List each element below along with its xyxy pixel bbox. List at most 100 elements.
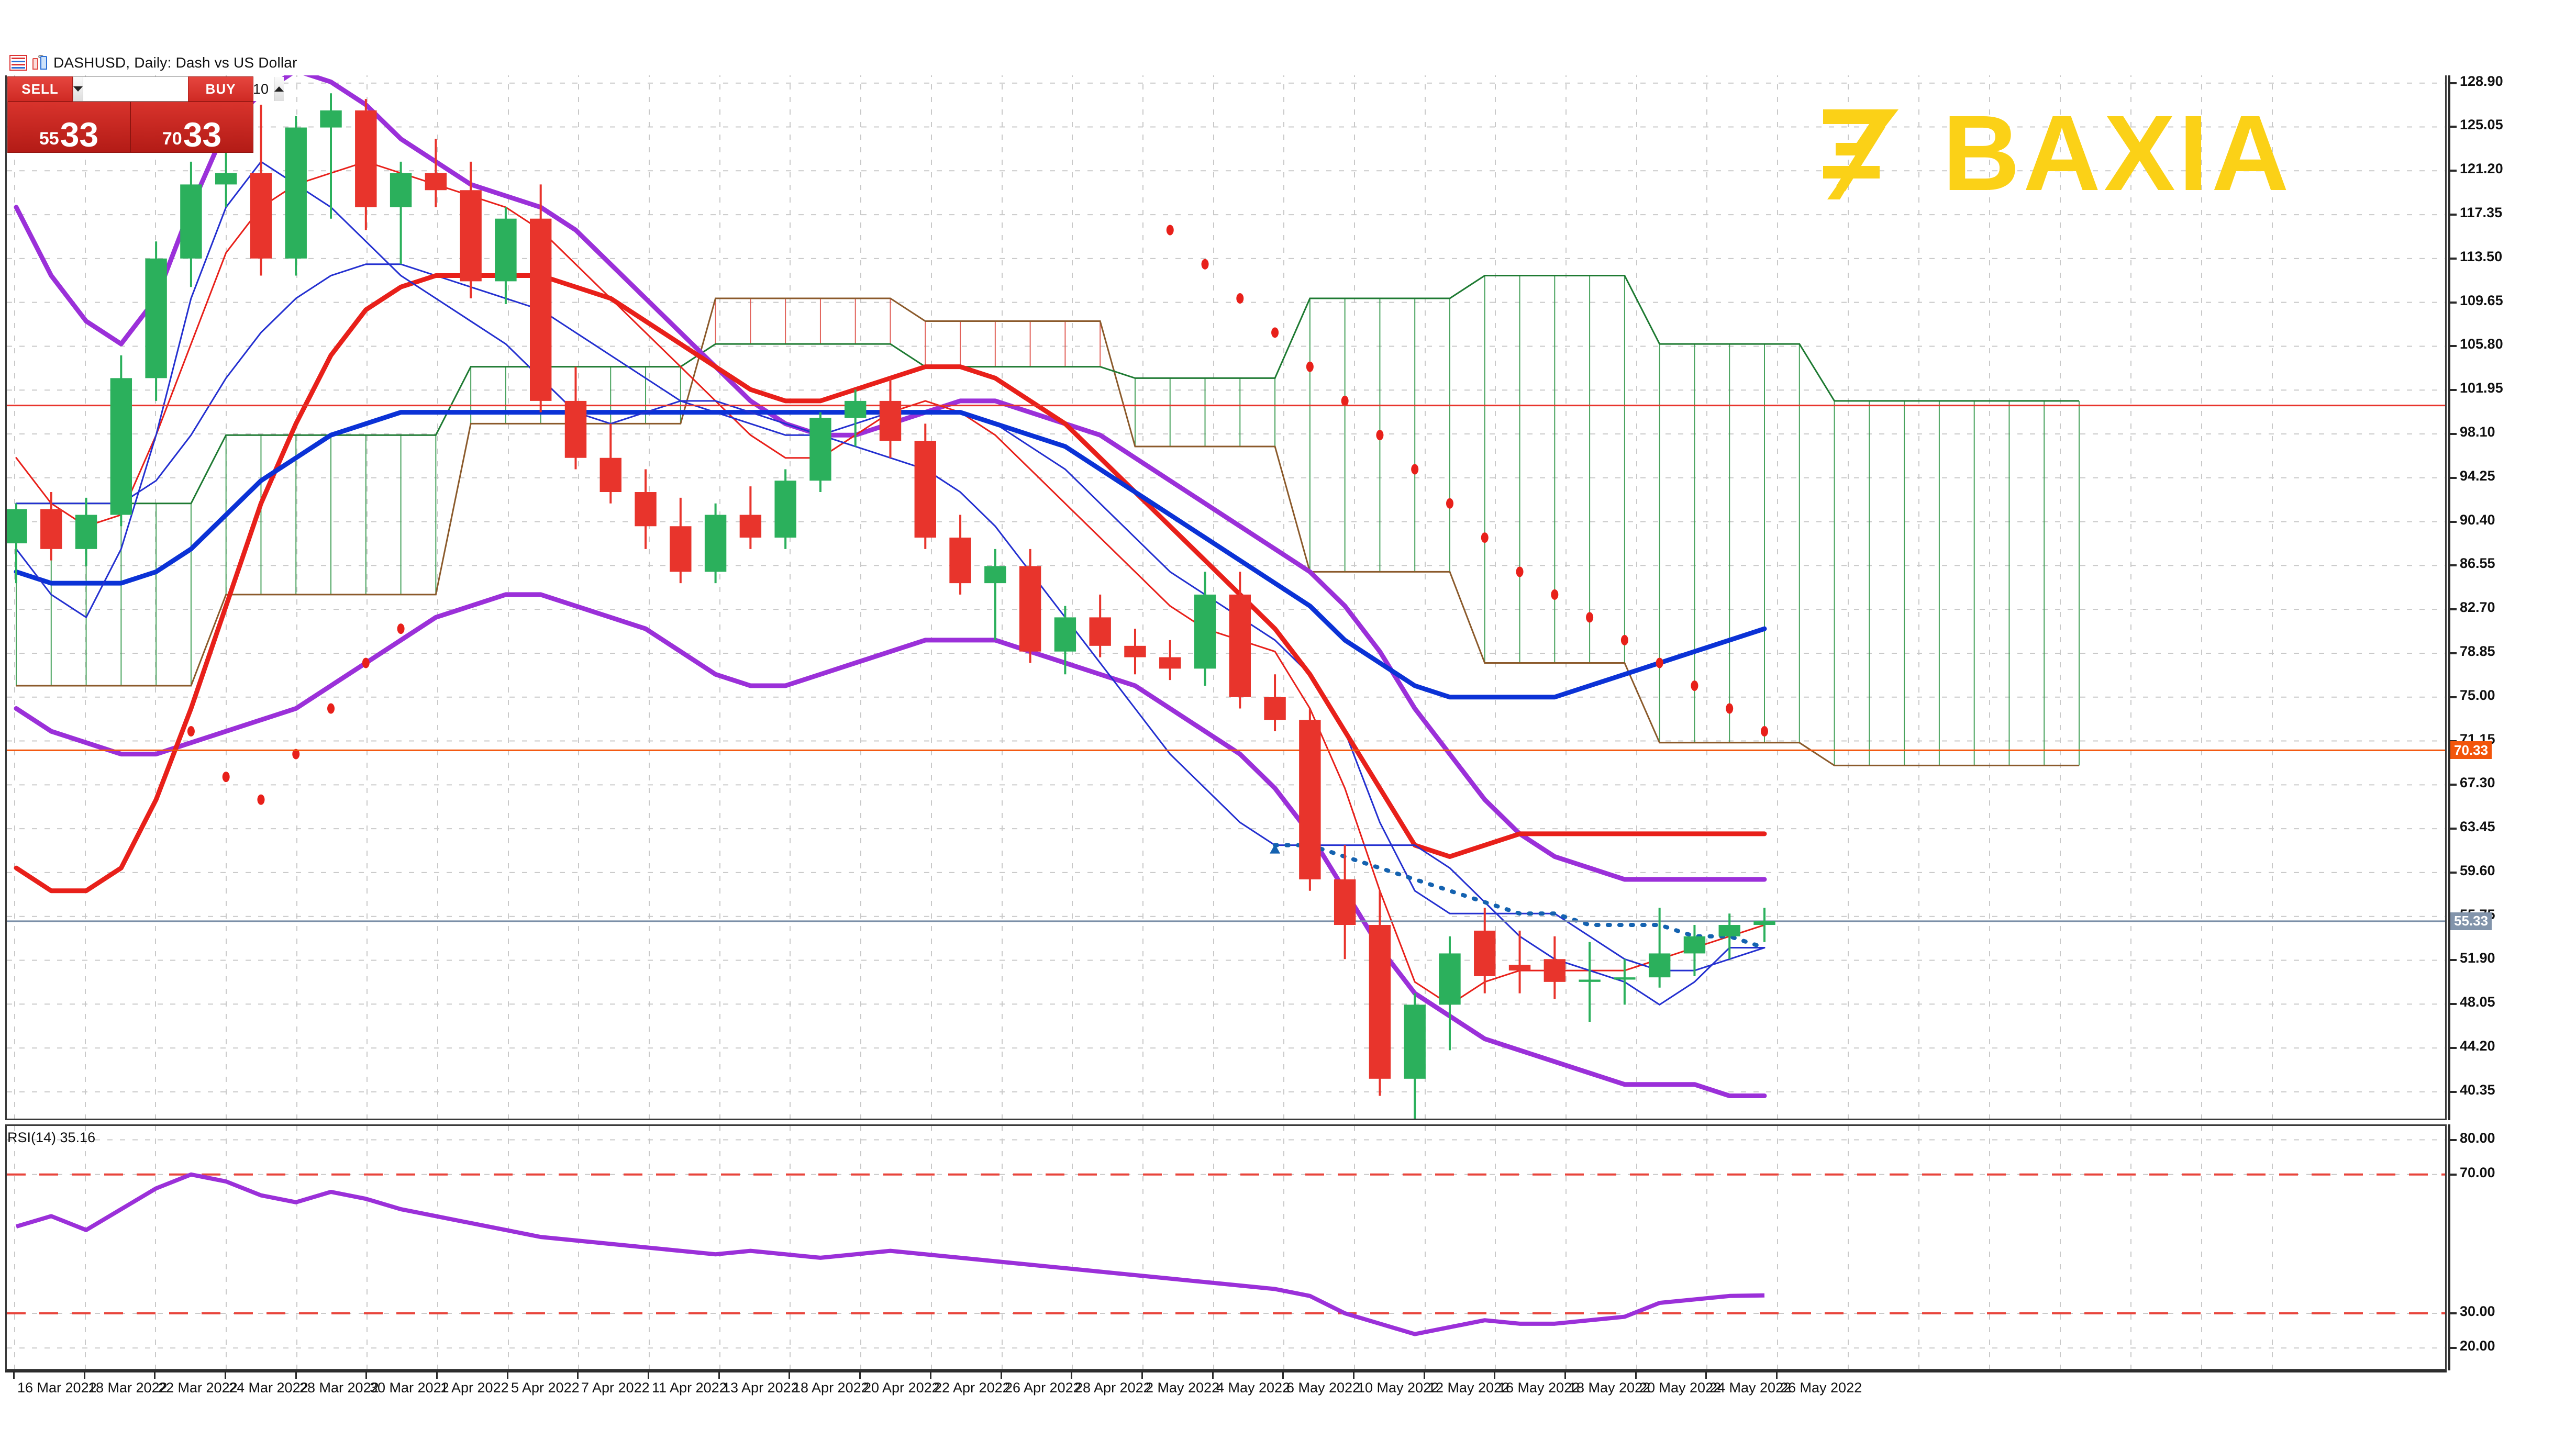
tick-mark bbox=[1353, 1370, 1354, 1379]
current-price-marker[interactable]: 55.33 bbox=[2450, 912, 2492, 930]
tick-mark bbox=[225, 1370, 226, 1379]
date-axis-label: 1 Apr 2022 bbox=[440, 1380, 509, 1396]
volume-stepper[interactable] bbox=[73, 76, 284, 102]
tick-mark bbox=[436, 1370, 438, 1379]
tick-mark bbox=[154, 1370, 156, 1379]
sell-button[interactable]: SELL bbox=[7, 76, 73, 102]
price-axis-label: 51.90 bbox=[2460, 950, 2495, 966]
price-axis-label: 121.20 bbox=[2460, 161, 2503, 177]
baxia-watermark: BAXIA bbox=[1817, 99, 2292, 207]
price-axis-label: 59.60 bbox=[2460, 862, 2495, 878]
price-axis-label: 98.10 bbox=[2460, 424, 2495, 440]
tick-mark bbox=[1564, 1370, 1566, 1379]
price-axis-label: 78.85 bbox=[2460, 643, 2495, 659]
tick-mark bbox=[2448, 82, 2457, 84]
rsi-chart-canvas bbox=[7, 1126, 2445, 1369]
volume-decrease-button[interactable] bbox=[73, 77, 83, 101]
tick-mark bbox=[577, 1370, 579, 1379]
rsi-axis-label: 30.00 bbox=[2460, 1303, 2495, 1319]
data-window-icon[interactable] bbox=[9, 55, 27, 71]
date-axis-label: 13 Apr 2022 bbox=[723, 1380, 799, 1396]
tick-mark bbox=[2448, 301, 2457, 304]
date-axis-label: 18 Mar 2022 bbox=[88, 1380, 168, 1396]
tick-mark bbox=[1705, 1370, 1707, 1379]
tick-mark bbox=[2448, 740, 2457, 742]
price-axis-label: 44.20 bbox=[2460, 1038, 2495, 1054]
date-axis-label: 4 May 2022 bbox=[1216, 1380, 1291, 1396]
chart-title-bar: DASHUSD, Daily: Dash vs US Dollar bbox=[0, 50, 2576, 75]
caret-down-icon bbox=[73, 86, 83, 92]
tick-mark bbox=[2448, 1312, 2457, 1314]
price-axis-line bbox=[2448, 58, 2450, 1120]
sell-price-big: 33 bbox=[60, 115, 99, 154]
date-axis-label: 12 May 2022 bbox=[1428, 1380, 1510, 1396]
tick-mark bbox=[2448, 1090, 2457, 1093]
tick-mark bbox=[1071, 1370, 1072, 1379]
tick-mark bbox=[2448, 476, 2457, 479]
date-axis-label: 22 Apr 2022 bbox=[934, 1380, 1011, 1396]
date-axis-label: 2 May 2022 bbox=[1146, 1380, 1220, 1396]
price-chart-pane[interactable] bbox=[5, 58, 2447, 1120]
tick-mark bbox=[2448, 345, 2457, 348]
rsi-axis-label: 70.00 bbox=[2460, 1164, 2495, 1180]
date-axis-label: 10 May 2022 bbox=[1357, 1380, 1439, 1396]
price-axis-label: 75.00 bbox=[2460, 687, 2495, 703]
rsi-axis-line bbox=[2448, 1124, 2450, 1370]
date-axis-label: 7 Apr 2022 bbox=[581, 1380, 650, 1396]
rsi-axis-label: 80.00 bbox=[2460, 1130, 2495, 1146]
tick-mark bbox=[1424, 1370, 1425, 1379]
date-axis-label: 28 Apr 2022 bbox=[1075, 1380, 1151, 1396]
date-axis-label: 22 Mar 2022 bbox=[158, 1380, 238, 1396]
rsi-axis[interactable]: 80.00 70.00 30.00 20.00 bbox=[2448, 1124, 2576, 1370]
resistance-level-marker[interactable]: 70.33 bbox=[2450, 741, 2492, 760]
date-axis-label: 26 Apr 2022 bbox=[1005, 1380, 1081, 1396]
chart-bars-icon[interactable] bbox=[31, 55, 49, 71]
tick-mark bbox=[2448, 871, 2457, 874]
tick-mark bbox=[2448, 433, 2457, 436]
price-axis-label: 109.65 bbox=[2460, 292, 2503, 308]
tick-mark bbox=[2448, 608, 2457, 611]
tick-mark bbox=[2448, 828, 2457, 830]
buy-price-box[interactable]: 70 33 bbox=[130, 102, 253, 153]
price-axis[interactable]: 128.90 125.05 121.20 117.35 113.50 109.65 105.… bbox=[2448, 58, 2576, 1120]
buy-button[interactable]: BUY bbox=[188, 76, 253, 102]
tick-mark bbox=[859, 1370, 861, 1379]
price-axis-label: 40.35 bbox=[2460, 1081, 2495, 1098]
sell-price-box[interactable]: 55 33 bbox=[7, 102, 130, 153]
tick-mark bbox=[365, 1370, 367, 1379]
tick-mark bbox=[1635, 1370, 1637, 1379]
tick-mark bbox=[2448, 652, 2457, 654]
tick-mark bbox=[2448, 389, 2457, 392]
one-click-trading-panel[interactable]: SELL BUY 55 33 70 33 bbox=[7, 76, 284, 153]
tick-mark bbox=[2448, 959, 2457, 962]
tick-mark bbox=[1212, 1370, 1214, 1379]
tick-mark bbox=[2448, 564, 2457, 567]
baxia-wordmark: BAXIA bbox=[1942, 93, 2292, 213]
price-axis-label: 48.05 bbox=[2460, 994, 2495, 1010]
rsi-axis-label: 20.00 bbox=[2460, 1338, 2495, 1354]
date-axis-label: 24 May 2022 bbox=[1709, 1380, 1792, 1396]
trade-price-row: 55 33 70 33 bbox=[7, 102, 253, 153]
date-axis[interactable]: 16 Mar 2022 18 Mar 2022 22 Mar 2022 24 Mar … bbox=[5, 1370, 2447, 1407]
tick-mark bbox=[1001, 1370, 1002, 1379]
tick-mark bbox=[1141, 1370, 1143, 1379]
tick-mark bbox=[295, 1370, 297, 1379]
tick-mark bbox=[789, 1370, 790, 1379]
sell-price-small: 55 bbox=[39, 128, 59, 149]
price-axis-label: 67.30 bbox=[2460, 775, 2495, 791]
page-title: DASHUSD, Daily: Dash vs US Dollar bbox=[53, 54, 297, 71]
tick-mark bbox=[2448, 520, 2457, 523]
rsi-indicator-pane[interactable] bbox=[5, 1124, 2447, 1370]
price-axis-label: 105.80 bbox=[2460, 336, 2503, 352]
date-axis-label: 16 Mar 2022 bbox=[17, 1380, 97, 1396]
date-axis-label: 26 May 2022 bbox=[1780, 1380, 1862, 1396]
tick-mark bbox=[2448, 696, 2457, 698]
tick-mark bbox=[2448, 1173, 2457, 1176]
price-axis-label: 117.35 bbox=[2460, 205, 2503, 221]
tick-mark bbox=[84, 1370, 85, 1379]
tick-mark bbox=[1282, 1370, 1284, 1379]
price-chart-canvas bbox=[7, 59, 2445, 1119]
volume-increase-button[interactable] bbox=[274, 77, 284, 101]
price-axis-label: 128.90 bbox=[2460, 73, 2503, 89]
